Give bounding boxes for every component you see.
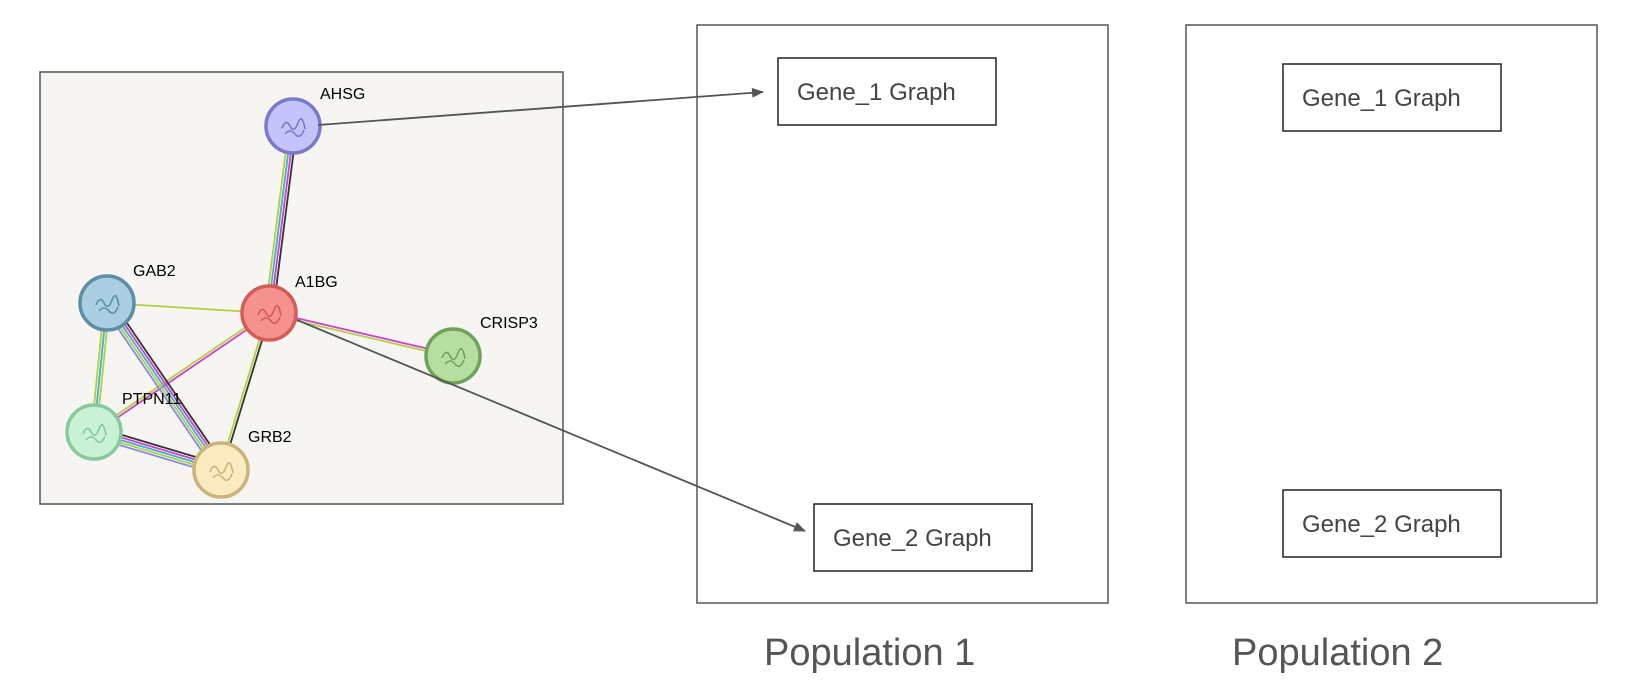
population-1-label: Population 1 bbox=[764, 632, 975, 674]
edge-evidence-line bbox=[94, 313, 271, 434]
pop2-gene1-label: Gene_1 Graph bbox=[1302, 85, 1461, 112]
node-ptpn11[interactable]: PTPN11 bbox=[65, 391, 181, 461]
node-a1bg[interactable]: A1BG bbox=[240, 274, 338, 342]
node-label: AHSG bbox=[320, 86, 365, 103]
protein-structure-icon bbox=[441, 347, 466, 368]
node-circle[interactable] bbox=[78, 274, 136, 332]
pop1-gene2-label: Gene_2 Graph bbox=[833, 525, 992, 552]
node-label: PTPN11 bbox=[122, 391, 181, 408]
edge-evidence-line bbox=[101, 305, 218, 474]
population-2-label: Population 2 bbox=[1232, 632, 1443, 674]
edge-evidence-line bbox=[269, 126, 296, 314]
pop1-gene2-box[interactable] bbox=[813, 503, 1033, 572]
pop2-gene2-label: Gene_2 Graph bbox=[1302, 511, 1461, 538]
node-circle[interactable] bbox=[240, 284, 298, 342]
pop2-gene2-box[interactable] bbox=[1282, 489, 1502, 558]
node-circle[interactable] bbox=[264, 97, 322, 155]
pop2-gene1-box[interactable] bbox=[1282, 63, 1502, 132]
node-grb2[interactable]: GRB2 bbox=[192, 429, 292, 499]
pop1-gene1-label: Gene_1 Graph bbox=[797, 79, 956, 106]
protein-structure-icon bbox=[257, 304, 282, 325]
edge-evidence-line bbox=[269, 310, 454, 356]
edge-evidence-line bbox=[106, 302, 222, 471]
edge-gab2-grb2 bbox=[101, 299, 227, 474]
edge-evidence-line bbox=[264, 125, 291, 313]
protein-structure-icon bbox=[281, 117, 306, 138]
edge-evidence-line bbox=[271, 126, 298, 314]
protein-structure-icon bbox=[82, 423, 107, 444]
node-circle[interactable] bbox=[192, 441, 250, 499]
protein-structure-icon bbox=[209, 461, 234, 482]
node-circle[interactable] bbox=[424, 327, 482, 385]
edge-evidence-line bbox=[108, 301, 224, 470]
edge-evidence-line bbox=[110, 299, 227, 468]
node-label: A1BG bbox=[295, 274, 338, 291]
node-crisp3[interactable]: CRISP3 bbox=[424, 315, 538, 385]
edge-a1bg-ptpn11 bbox=[92, 311, 271, 434]
network-nodes: AHSG A1BG GAB2 CRISP3 PTPN11 GRB2 bbox=[65, 86, 538, 499]
edge-evidence-line bbox=[92, 311, 269, 432]
arrow-ahsg-to-pop1-gene1 bbox=[317, 87, 764, 126]
node-label: GRB2 bbox=[248, 429, 292, 446]
pop1-gene1-box[interactable] bbox=[777, 57, 997, 126]
node-ahsg[interactable]: AHSG bbox=[264, 86, 365, 155]
node-gab2[interactable]: GAB2 bbox=[78, 263, 176, 332]
protein-structure-icon bbox=[95, 294, 120, 315]
edge-evidence-line bbox=[266, 125, 293, 313]
node-label: GAB2 bbox=[133, 263, 176, 280]
node-label: CRISP3 bbox=[480, 315, 538, 332]
edge-ahsg-a1bg bbox=[264, 125, 298, 314]
node-circle[interactable] bbox=[65, 403, 123, 461]
arrow-a1bg-to-pop1-gene2 bbox=[296, 319, 806, 532]
edge-evidence-line bbox=[104, 303, 220, 472]
